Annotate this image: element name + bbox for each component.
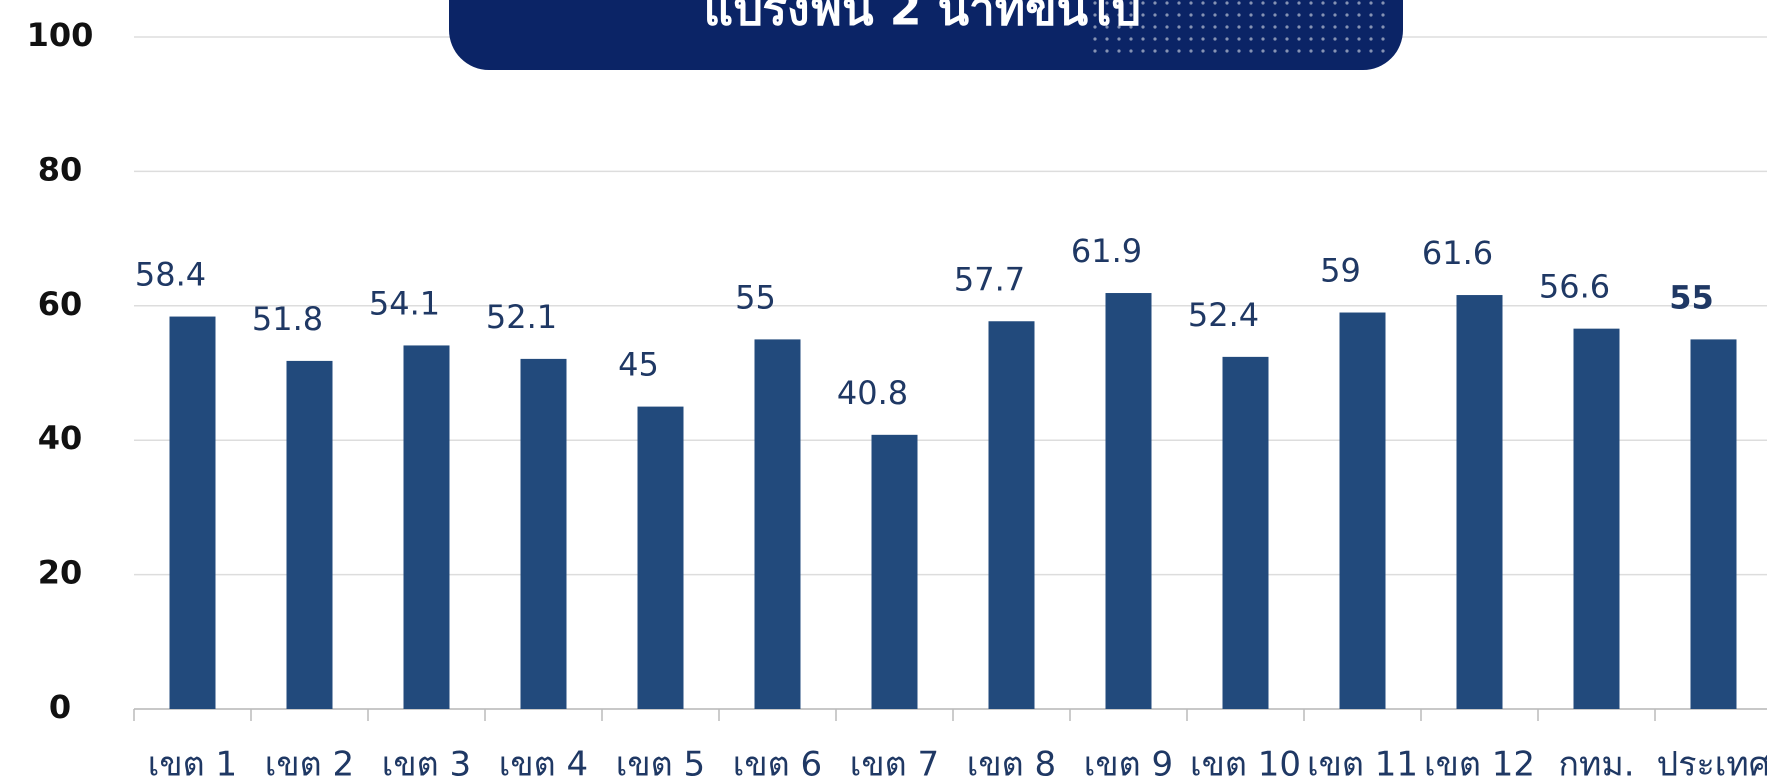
value-label: 61.6 (1422, 234, 1493, 272)
value-label: 45 (618, 346, 659, 384)
x-tick-label: ประเทศ (1657, 745, 1767, 783)
x-tick-label: เขต 6 (733, 745, 822, 783)
y-tick-label: 40 (38, 419, 83, 457)
y-tick-label: 20 (38, 554, 83, 592)
bar (403, 345, 450, 709)
x-tick-label: เขต 4 (499, 745, 588, 783)
x-tick-label: เขต 3 (382, 745, 471, 783)
value-label: 61.9 (1071, 232, 1142, 270)
value-label: 57.7 (954, 260, 1025, 298)
y-tick-label: 100 (27, 16, 94, 54)
bar (637, 406, 684, 709)
value-label: 40.8 (837, 374, 908, 412)
value-label: 55 (735, 278, 776, 316)
y-tick-label: 80 (38, 150, 83, 188)
x-tick-label: เขต 9 (1084, 745, 1173, 783)
bar (1105, 293, 1152, 709)
value-label: 55 (1669, 278, 1714, 316)
bar (988, 321, 1035, 709)
y-tick-label: 0 (49, 688, 71, 726)
x-tick-label: เขต 7 (850, 745, 939, 783)
bar (1690, 339, 1737, 709)
value-label: 52.4 (1188, 296, 1259, 334)
x-tick-label: กทม. (1558, 745, 1634, 783)
value-label: 59 (1320, 252, 1361, 290)
chart-title: แปรงฟัน 2 นาทีขึ้นไป (704, 0, 1141, 36)
bar (871, 434, 918, 709)
value-label: 58.4 (135, 256, 206, 294)
bar (1573, 328, 1620, 709)
x-tick-label: เขต 8 (967, 745, 1056, 783)
x-tick-label: เขต 1 (148, 745, 237, 783)
bar (1456, 295, 1503, 709)
value-label: 51.8 (252, 300, 323, 338)
bar (1222, 356, 1269, 709)
bar (754, 339, 801, 709)
x-tick-label: เขต 10 (1190, 745, 1301, 783)
title-banner (449, 0, 1403, 70)
bar (1339, 312, 1386, 709)
value-label: 54.1 (369, 284, 440, 322)
x-tick-label: เขต 11 (1307, 745, 1418, 783)
bar (169, 316, 216, 709)
y-tick-label: 60 (38, 285, 83, 323)
x-tick-label: เขต 2 (265, 745, 354, 783)
x-tick-label: เขต 5 (616, 745, 705, 783)
value-label: 52.1 (486, 298, 557, 336)
bar (286, 360, 333, 709)
x-tick-label: เขต 12 (1424, 745, 1535, 783)
value-label: 56.6 (1539, 268, 1610, 306)
bar (520, 358, 567, 709)
